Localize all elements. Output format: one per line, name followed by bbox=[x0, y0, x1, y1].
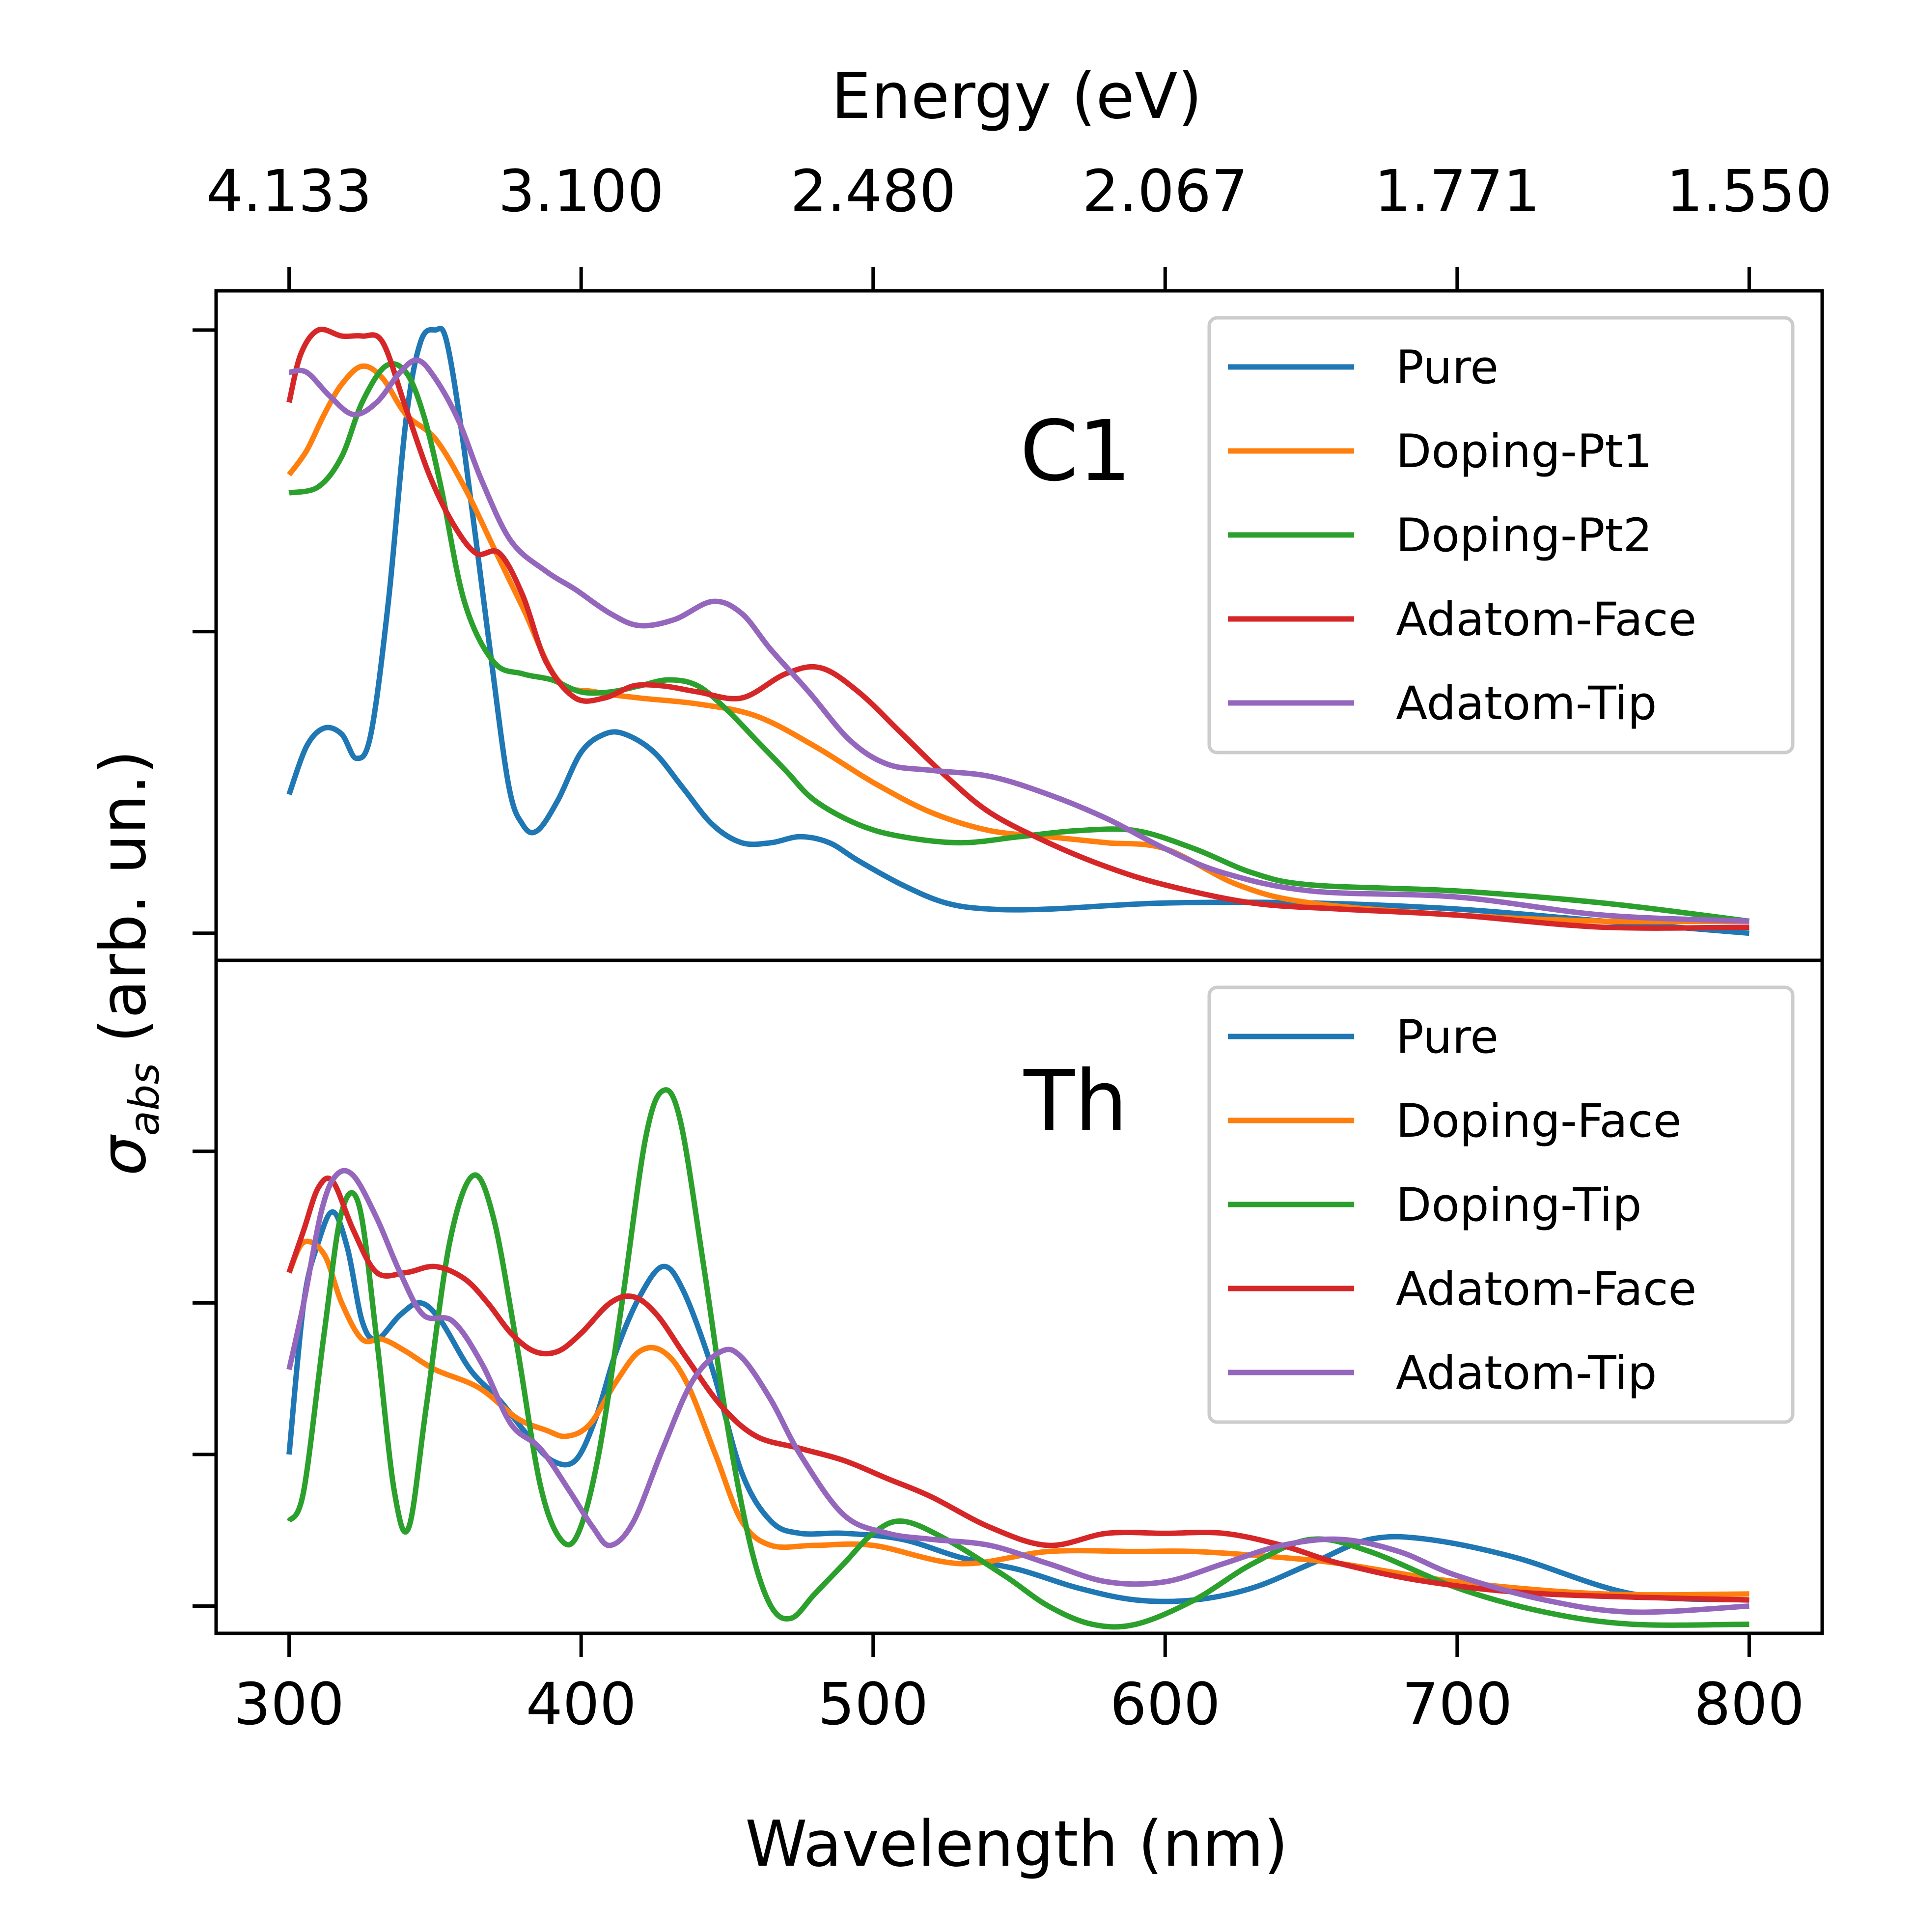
series-line-adatom-face bbox=[286, 327, 1749, 931]
top-tick-label: 4.133 bbox=[206, 157, 372, 225]
legend-label: Adatom-Tip bbox=[1396, 1346, 1657, 1400]
y-axis-title-symbol: σ bbox=[87, 1134, 160, 1176]
legend-frame bbox=[1207, 316, 1795, 755]
x-axis-title: Wavelength (nm) bbox=[745, 1808, 1288, 1881]
legend-label: Doping-Pt2 bbox=[1396, 509, 1652, 562]
legend-label: Doping-Pt1 bbox=[1396, 425, 1652, 478]
legend-label: Doping-Tip bbox=[1396, 1178, 1642, 1232]
top-tick-label: 2.480 bbox=[790, 157, 956, 225]
series-line-adatom-tip bbox=[288, 357, 1749, 924]
legend-label: Adatom-Tip bbox=[1396, 677, 1657, 730]
panel-frame bbox=[214, 958, 1824, 1635]
panel-Th: 300 400 500 600 700 800 Th Pure Doping-Face Dopin… bbox=[193, 958, 1824, 1738]
plot-layer: 4.133 3.100 2.480 2.067 1.771 1.550 C1 Pure Dopi… bbox=[193, 157, 1832, 1738]
legend-frame bbox=[1207, 985, 1795, 1424]
x-tick-label: 600 bbox=[1110, 1670, 1221, 1738]
panel-label: C1 bbox=[1020, 403, 1132, 500]
x-tick-label: 800 bbox=[1694, 1670, 1805, 1738]
x-tick-label: 400 bbox=[526, 1670, 637, 1738]
panel-label: Th bbox=[1023, 1053, 1128, 1150]
x-tick-label: 500 bbox=[818, 1670, 928, 1738]
series-line-doping-tip bbox=[286, 1087, 1749, 1630]
legend-label: Adatom-Face bbox=[1396, 1262, 1696, 1316]
top-tick-label: 1.771 bbox=[1374, 157, 1540, 225]
legend-label: Adatom-Face bbox=[1396, 593, 1696, 646]
series-line-doping-pt1 bbox=[287, 363, 1749, 924]
y-axis-title: σabs (arb. un.) bbox=[87, 750, 168, 1176]
top-tick-label: 1.550 bbox=[1666, 157, 1832, 225]
y-axis-title-rest: (arb. un.) bbox=[87, 750, 160, 1063]
x-tick-label: 700 bbox=[1402, 1670, 1512, 1738]
series-line-doping-pt2 bbox=[288, 361, 1750, 924]
series-group bbox=[286, 1087, 1749, 1630]
top-axis-title: Energy (eV) bbox=[832, 60, 1202, 133]
x-tick-label: 300 bbox=[234, 1670, 344, 1738]
panel-C1: 4.133 3.100 2.480 2.067 1.771 1.550 C1 Pure Dopi… bbox=[193, 157, 1832, 962]
legend-label: Pure bbox=[1396, 341, 1499, 394]
legend: Pure Doping-Pt1 Doping-Pt2 Adatom-Face Adato… bbox=[1207, 316, 1795, 755]
legend-label: Pure bbox=[1396, 1010, 1499, 1064]
top-tick-label: 3.100 bbox=[498, 157, 664, 225]
legend: Pure Doping-Face Doping-Tip Adatom-Face Adat… bbox=[1207, 985, 1795, 1424]
series-line-doping-face bbox=[286, 1238, 1749, 1598]
series-group bbox=[286, 326, 1750, 936]
y-axis-title-subscript: abs bbox=[120, 1063, 168, 1136]
legend-label: Doping-Face bbox=[1396, 1094, 1681, 1148]
top-tick-label: 2.067 bbox=[1082, 157, 1248, 225]
series-line-pure bbox=[286, 326, 1749, 936]
series-line-adatom-tip bbox=[286, 1168, 1749, 1615]
